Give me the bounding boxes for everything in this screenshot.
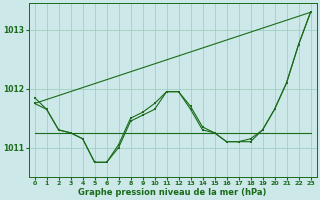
- X-axis label: Graphe pression niveau de la mer (hPa): Graphe pression niveau de la mer (hPa): [78, 188, 267, 197]
